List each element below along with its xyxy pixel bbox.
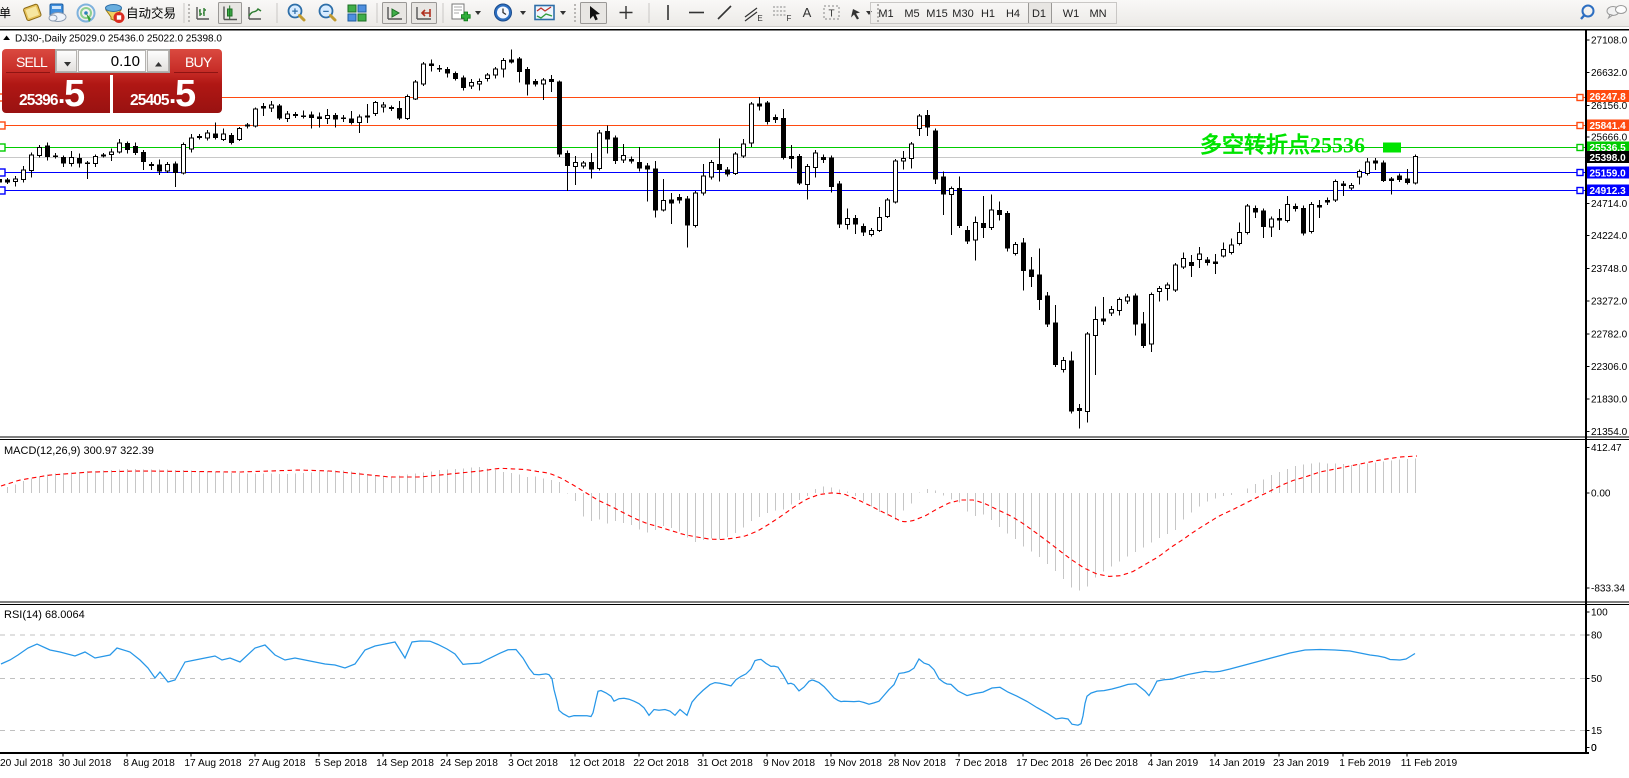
svg-text:50: 50	[1591, 674, 1603, 685]
svg-text:+: +	[292, 6, 298, 18]
svg-text:412.47: 412.47	[1591, 443, 1622, 454]
svg-text:T: T	[828, 9, 834, 20]
svg-text:25666.0: 25666.0	[1591, 133, 1628, 144]
svg-text:F: F	[787, 14, 792, 23]
svg-text:23748.0: 23748.0	[1591, 264, 1628, 275]
svg-text:28 Nov 2018: 28 Nov 2018	[888, 758, 946, 769]
svg-text:24912.3: 24912.3	[1590, 186, 1627, 197]
svg-text:单: 单	[0, 6, 11, 20]
svg-text:11 Feb 2019: 11 Feb 2019	[1401, 758, 1458, 769]
svg-text:5 Sep 2018: 5 Sep 2018	[315, 758, 367, 769]
svg-text:DJ30-,Daily: DJ30-,Daily	[15, 34, 67, 45]
svg-text:30 Jul 2018: 30 Jul 2018	[59, 758, 112, 769]
svg-text:H1: H1	[981, 8, 995, 20]
svg-text:RSI(14) 68.0064: RSI(14) 68.0064	[4, 609, 85, 621]
svg-text:31 Oct 2018: 31 Oct 2018	[697, 758, 753, 769]
svg-text:25841.4: 25841.4	[1590, 121, 1627, 132]
svg-text:M5: M5	[904, 8, 919, 20]
svg-text:23272.0: 23272.0	[1591, 297, 1628, 308]
svg-text:4 Jan 2019: 4 Jan 2019	[1148, 758, 1199, 769]
svg-text:20 Jul 2018: 20 Jul 2018	[0, 758, 53, 769]
svg-text:26156.0: 26156.0	[1591, 101, 1628, 112]
svg-text:27108.0: 27108.0	[1591, 36, 1628, 47]
svg-text:100: 100	[1591, 608, 1608, 619]
svg-text:17 Aug 2018: 17 Aug 2018	[184, 758, 242, 769]
svg-text:26 Dec 2018: 26 Dec 2018	[1080, 758, 1138, 769]
svg-text:H4: H4	[1006, 8, 1020, 20]
svg-text:MACD(12,26,9) 300.97 322.39: MACD(12,26,9) 300.97 322.39	[4, 445, 154, 457]
svg-text:M30: M30	[952, 8, 973, 20]
svg-text:12 Oct 2018: 12 Oct 2018	[569, 758, 625, 769]
svg-text:24714.0: 24714.0	[1591, 199, 1628, 210]
svg-text:W1: W1	[1063, 8, 1080, 20]
svg-text:24 Sep 2018: 24 Sep 2018	[440, 758, 498, 769]
svg-text:15: 15	[1591, 726, 1603, 737]
svg-text:22 Oct 2018: 22 Oct 2018	[633, 758, 689, 769]
svg-text:80: 80	[1591, 631, 1603, 642]
svg-text:3 Oct 2018: 3 Oct 2018	[508, 758, 558, 769]
svg-text:MN: MN	[1089, 8, 1106, 20]
svg-text:25159.0: 25159.0	[1590, 168, 1627, 179]
svg-text:22306.0: 22306.0	[1591, 362, 1628, 373]
svg-text:17 Dec 2018: 17 Dec 2018	[1016, 758, 1074, 769]
svg-text:21354.0: 21354.0	[1591, 427, 1628, 438]
svg-text:23 Jan 2019: 23 Jan 2019	[1273, 758, 1329, 769]
svg-text:自动交易: 自动交易	[126, 6, 176, 21]
svg-text:21830.0: 21830.0	[1591, 395, 1628, 406]
svg-text:25398.0: 25398.0	[1590, 153, 1627, 164]
svg-text:27 Aug 2018: 27 Aug 2018	[248, 758, 306, 769]
svg-text:0: 0	[1591, 742, 1597, 754]
svg-text:9 Nov 2018: 9 Nov 2018	[763, 758, 815, 769]
svg-text:1 Feb 2019: 1 Feb 2019	[1339, 758, 1391, 769]
svg-text:D1: D1	[1032, 8, 1046, 20]
svg-text:19 Nov 2018: 19 Nov 2018	[824, 758, 882, 769]
svg-text:26247.8: 26247.8	[1590, 92, 1627, 103]
svg-text:M1: M1	[878, 8, 893, 20]
svg-text:7 Dec 2018: 7 Dec 2018	[955, 758, 1007, 769]
svg-text:14 Jan 2019: 14 Jan 2019	[1209, 758, 1265, 769]
svg-text:0.00: 0.00	[1591, 489, 1611, 500]
svg-text:-833.34: -833.34	[1591, 584, 1625, 595]
svg-text:8 Aug 2018: 8 Aug 2018	[123, 758, 175, 769]
svg-text:M15: M15	[926, 8, 947, 20]
svg-text:−: −	[323, 6, 329, 18]
svg-text:0: 0	[1591, 743, 1597, 754]
svg-text:A: A	[803, 5, 812, 20]
svg-text:26632.0: 26632.0	[1591, 68, 1628, 79]
svg-text:25029.0 25436.0 25022.0 25398.: 25029.0 25436.0 25022.0 25398.0	[69, 34, 222, 45]
svg-text:22782.0: 22782.0	[1591, 330, 1628, 341]
svg-text:25536.5: 25536.5	[1590, 143, 1627, 154]
svg-text:24224.0: 24224.0	[1591, 231, 1628, 242]
svg-text:E: E	[757, 14, 762, 23]
svg-text:14 Sep 2018: 14 Sep 2018	[376, 758, 434, 769]
svg-text:多空转折点25536: 多空转折点25536	[1200, 133, 1365, 158]
